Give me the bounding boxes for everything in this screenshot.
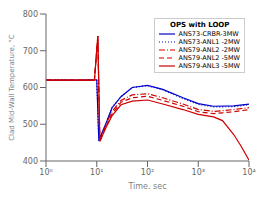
svg-text:10²: 10² xyxy=(141,168,154,177)
svg-text:800: 800 xyxy=(23,10,38,19)
html-text:ANS73-ANL1 -2MW: ANS73-ANL1 -2MW xyxy=(178,38,240,46)
html-text:ANS79-ANL2 -2MW: ANS79-ANL2 -2MW xyxy=(178,46,240,54)
svg-text:400: 400 xyxy=(23,157,38,166)
svg-text:600: 600 xyxy=(23,83,38,92)
svg-text:Time, sec: Time, sec xyxy=(127,182,166,189)
svg-text:Clad Mid-Wall Temperature, °C: Clad Mid-Wall Temperature, °C xyxy=(8,34,16,141)
html-text:ANS73-CRBR-3MW: ANS73-CRBR-3MW xyxy=(178,30,239,38)
svg-text:10⁴: 10⁴ xyxy=(242,168,255,177)
svg-text:10³: 10³ xyxy=(192,168,205,177)
html-text:ANS79-ANL3 -5MW: ANS79-ANL3 -5MW xyxy=(178,62,240,70)
svg-text:10⁰: 10⁰ xyxy=(39,168,52,177)
html-text:ANS79-ANL2 -5MW: ANS79-ANL2 -5MW xyxy=(178,54,240,62)
svg-text:500: 500 xyxy=(23,120,38,129)
svg-text:10¹: 10¹ xyxy=(90,168,103,177)
svg-text:700: 700 xyxy=(23,47,38,56)
html-text:OPS with LOOP: OPS with LOOP xyxy=(170,21,230,29)
